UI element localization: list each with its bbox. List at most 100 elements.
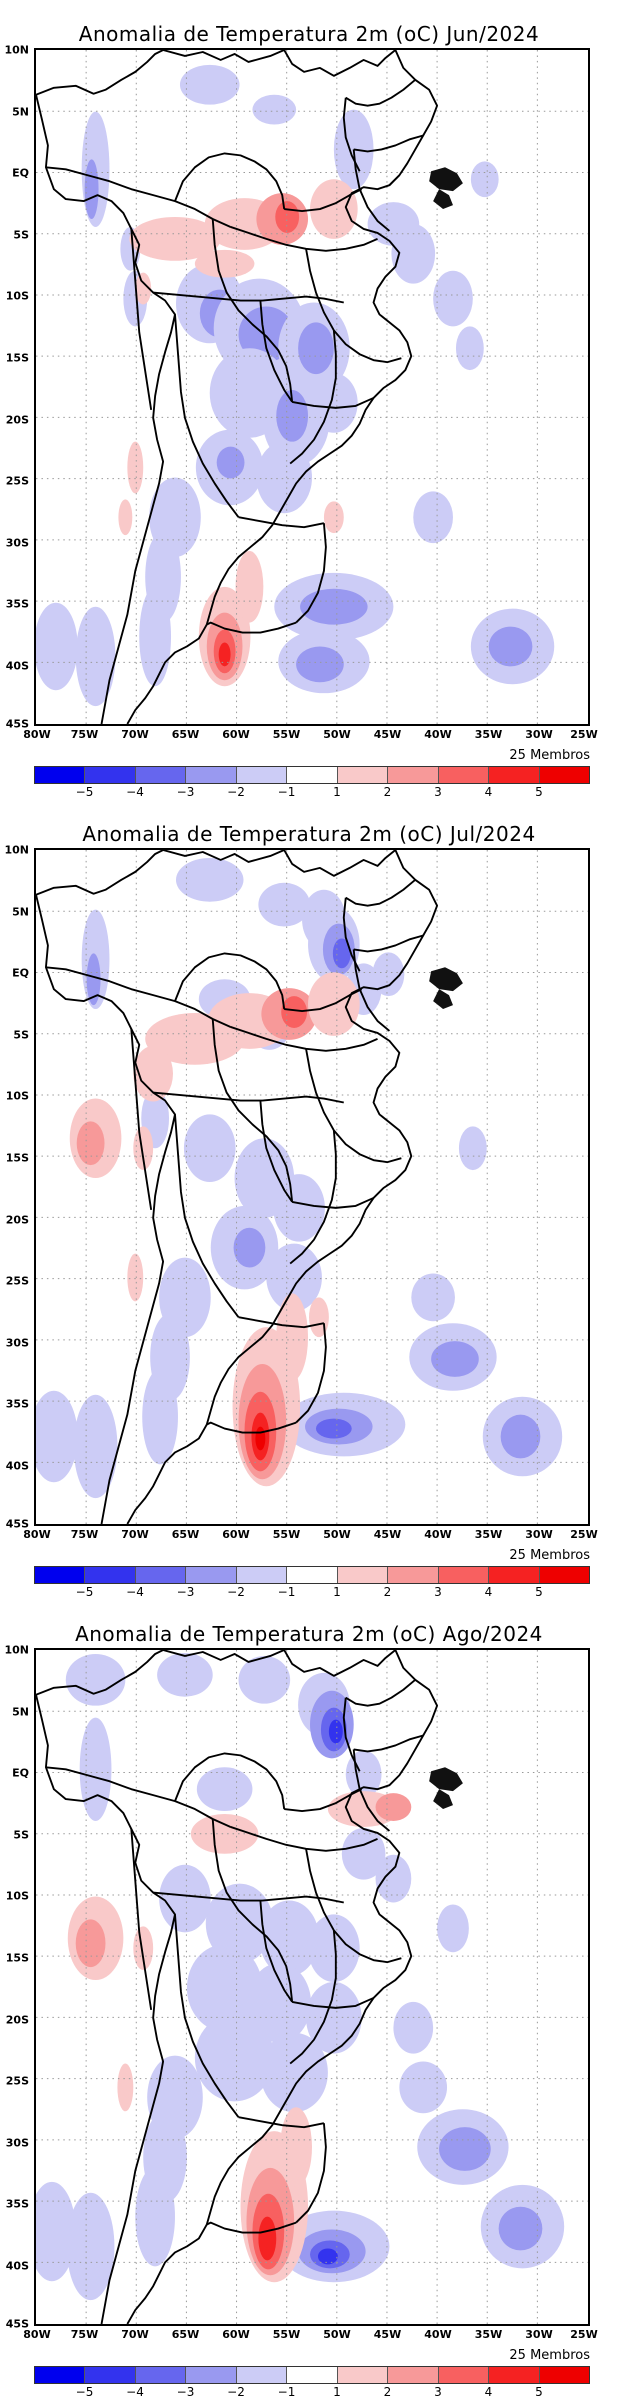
colorbar-bin — [438, 2367, 490, 2383]
x-tick-label: 70W — [121, 728, 149, 741]
map-coastlines — [36, 1650, 439, 2324]
colorbar-tick: −3 — [176, 785, 195, 799]
colorbar-bin — [337, 2367, 389, 2383]
colorbar-tick-labels: −5 −4 −3 −2 −1 1 2 3 4 5 — [34, 1585, 590, 1599]
panel-jul: Anomalia de Temperatura 2m (oC) Jul/2024… — [0, 800, 618, 1600]
x-tick-label: 40W — [424, 1528, 452, 1541]
x-tick-label: 75W — [70, 2328, 99, 2341]
colorbar-strip — [34, 1566, 590, 1584]
colorbar-bin — [438, 767, 490, 783]
y-tick-label: 5S — [13, 1028, 29, 1042]
x-tick-label: 60W — [222, 2328, 250, 2341]
y-tick-label: 10N — [4, 1643, 29, 1657]
x-tick-label: 45W — [373, 2328, 402, 2341]
panel-title-jul: Anomalia de Temperatura 2m (oC) Jul/2024 — [82, 822, 536, 846]
colorbar-tick: 1 — [333, 2385, 341, 2399]
colorbar-bin — [287, 2367, 338, 2383]
panel-jun: Anomalia de Temperatura 2m (oC) Jun/2024… — [0, 0, 618, 800]
colorbar-bin — [489, 767, 540, 783]
colorbar-tick: −5 — [75, 2385, 94, 2399]
x-tick-label: 70W — [121, 1528, 149, 1541]
y-tick-label: 25S — [5, 1274, 29, 1288]
x-tick-label: 40W — [424, 728, 452, 741]
members-note: 25 Membros — [509, 2348, 590, 2363]
colorbar-bin — [388, 2367, 439, 2383]
y-tick-label: 15S — [5, 351, 29, 365]
colorbar-strip — [34, 2366, 590, 2384]
colorbar-ago: 25 Membros −5 −4 −3 −2 −1 1 — [34, 2348, 590, 2399]
map-coastlines — [36, 50, 439, 724]
x-tick-label: 25W — [570, 1528, 598, 1541]
colorbar-tick: 5 — [535, 2385, 543, 2399]
colorbar-bin — [287, 1567, 338, 1583]
x-tick-label: 55W — [272, 1528, 301, 1541]
colorbar-tick: −3 — [176, 2385, 195, 2399]
colorbar-bin — [539, 767, 589, 783]
members-note: 25 Membros — [509, 1548, 590, 1563]
y-tick-label: 25S — [5, 2074, 29, 2088]
x-tick-label: 65W — [171, 1528, 200, 1541]
y-tick-label: 10N — [4, 43, 29, 57]
x-tick-label: 80W — [23, 2328, 51, 2341]
colorbar-tick: −1 — [277, 2385, 296, 2399]
y-tick-label: 10N — [4, 843, 29, 857]
colorbar-bin — [135, 2367, 187, 2383]
colorbar-bin — [388, 1567, 439, 1583]
map-gridlines — [36, 850, 588, 1524]
colorbar-strip — [34, 766, 590, 784]
y-tick-label: 5S — [13, 1828, 29, 1842]
map-svg-ago — [36, 1650, 588, 2324]
colorbar-bin — [135, 767, 187, 783]
colorbar-tick: −2 — [227, 785, 245, 799]
x-axis-labels-jul: 80W 75W 70W 65W 60W 55W 50W 45W 40W 35W … — [23, 1528, 597, 1546]
panel-title-ago: Anomalia de Temperatura 2m (oC) Ago/2024 — [75, 1622, 543, 1646]
colorbar-jul: 25 Membros −5 −4 −3 −2 −1 1 — [34, 1548, 590, 1599]
x-axis-labels-jun: 80W 75W 70W 65W 60W 55W 50W 45W 40W 35W … — [23, 728, 597, 746]
x-tick-label: 50W — [323, 2328, 351, 2341]
colorbar-tick: 2 — [383, 2385, 392, 2399]
colorbar-tick-labels: −5 −4 −3 −2 −1 1 2 3 4 5 — [34, 2385, 590, 2399]
colorbar-bin — [85, 1567, 136, 1583]
y-tick-label: 45S — [5, 2317, 29, 2331]
x-axis-labels-ago: 80W 75W 70W 65W 60W 55W 50W 45W 40W 35W … — [23, 2328, 597, 2346]
colorbar-bin — [135, 1567, 187, 1583]
map-gridlines — [36, 50, 588, 724]
x-tick-label: 35W — [474, 728, 503, 741]
x-tick-label: 80W — [23, 1528, 51, 1541]
colorbar-bin — [388, 767, 439, 783]
map-svg-jun — [36, 50, 588, 724]
y-tick-label: 5S — [13, 228, 29, 242]
colorbar-tick: 5 — [535, 1585, 543, 1599]
y-tick-label: 5N — [12, 1705, 29, 1719]
x-tick-label: 35W — [474, 1528, 503, 1541]
y-tick-label: EQ — [12, 966, 29, 980]
x-tick-label: 65W — [171, 2328, 200, 2341]
y-tick-label: 35S — [5, 597, 29, 611]
y-tick-label: 40S — [5, 1459, 29, 1473]
colorbar-bin — [35, 2367, 86, 2383]
x-tick-label: 55W — [272, 728, 301, 741]
y-tick-label: 30S — [5, 536, 29, 550]
colorbar-tick: −1 — [277, 785, 296, 799]
colorbar-tick: 2 — [383, 1585, 392, 1599]
colorbar-bin — [85, 2367, 136, 2383]
colorbar-tick: 4 — [484, 785, 493, 799]
y-tick-label: 35S — [5, 2197, 29, 2211]
map-svg-jul — [36, 850, 588, 1524]
y-tick-label: 20S — [5, 413, 29, 427]
map-plot-jun — [34, 48, 590, 726]
colorbar-bin — [35, 767, 86, 783]
colorbar-tick: −5 — [75, 1585, 94, 1599]
colorbar-jun: 25 Membros −5 −4 −3 −2 −1 1 — [34, 748, 590, 799]
y-tick-label: 30S — [5, 2136, 29, 2150]
colorbar-bin — [35, 1567, 86, 1583]
colorbar-tick: −4 — [126, 785, 144, 799]
colorbar-tick: −3 — [176, 1585, 195, 1599]
colorbar-tick: 3 — [434, 785, 442, 799]
colorbar-bin — [236, 1567, 288, 1583]
x-tick-label: 30W — [525, 2328, 553, 2341]
panel-title-jun: Anomalia de Temperatura 2m (oC) Jun/2024 — [78, 22, 540, 46]
colorbar-bin — [186, 767, 237, 783]
y-axis-labels-jul: 10N 5N EQ 5S 10S 15S 20S 25S 30S 35S 40S… — [0, 844, 32, 1531]
x-tick-label: 35W — [474, 2328, 503, 2341]
